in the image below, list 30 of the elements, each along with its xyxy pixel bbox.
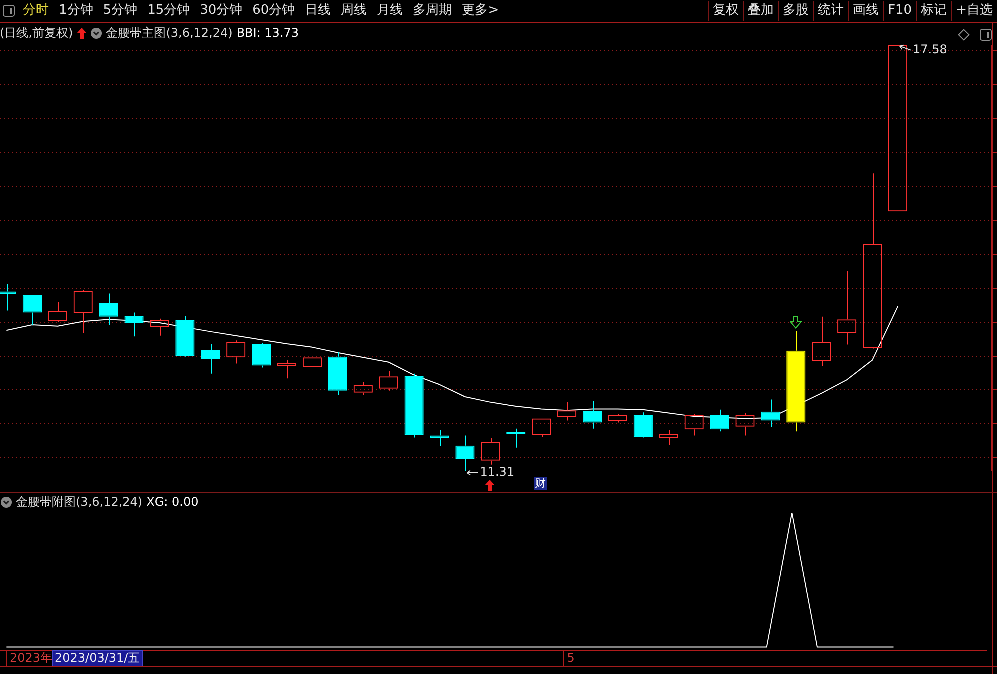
text: F10 (883, 1, 916, 21)
text: 财 (534, 477, 547, 490)
chart-title: (日线,前复权) (0, 24, 74, 42)
text: 周线 (340, 2, 368, 20)
text: BBI: 13.73 (236, 26, 300, 40)
text: 60分钟 (252, 2, 296, 20)
text: 2023/03/31/五 (52, 650, 144, 667)
text: 多周期 (412, 2, 454, 20)
text: XG: 0.00 (146, 495, 199, 509)
text: 标记 (916, 1, 952, 21)
text: 5分钟 (102, 2, 139, 20)
text: 叠加 (743, 1, 778, 21)
text: 15分钟 (146, 2, 192, 20)
text: 复权 (708, 1, 744, 21)
text: 更多> (461, 2, 500, 20)
text: 分时 (22, 2, 50, 20)
x-tick-label: 2023年 (10, 651, 53, 666)
text: 17.58 (912, 42, 948, 56)
text: 30分钟 (199, 2, 244, 20)
text: 日线 (304, 2, 332, 20)
chart-subtitle: 金腰带主图(3,6,12,24) (106, 24, 233, 42)
text: 1分钟 (58, 2, 94, 20)
annotation: 11.31 (480, 465, 515, 480)
chart-title: 金腰带附图(3,6,12,24) (16, 494, 143, 510)
text: 多股 (778, 1, 814, 21)
text: 统计 (813, 1, 848, 21)
text: +自选 (951, 1, 997, 21)
x-tick-label: 5 (567, 651, 575, 666)
text: 月线 (376, 2, 404, 20)
text: 画线 (848, 1, 884, 21)
